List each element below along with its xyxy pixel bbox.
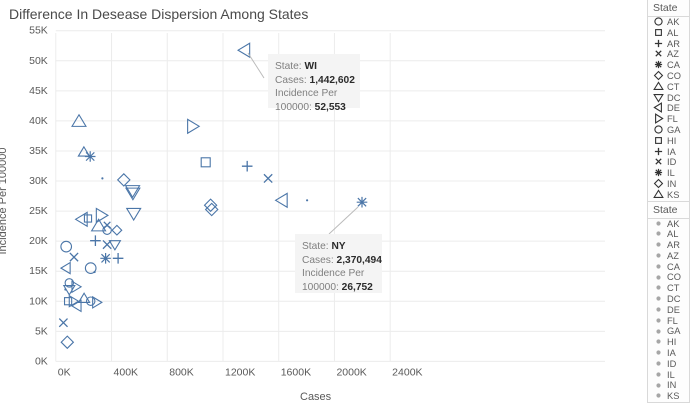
svg-text:5K: 5K (35, 325, 48, 337)
svg-text:15K: 15K (29, 265, 48, 277)
svg-text:45K: 45K (29, 85, 48, 97)
svg-text:40K: 40K (29, 115, 48, 127)
svg-text:50K: 50K (29, 55, 48, 67)
svg-text:10K: 10K (29, 295, 48, 307)
svg-text:55K: 55K (29, 25, 48, 37)
svg-text:400K: 400K (114, 366, 139, 378)
svg-text:35K: 35K (29, 145, 48, 157)
svg-text:0K: 0K (58, 366, 71, 378)
svg-text:25K: 25K (29, 205, 48, 217)
svg-text:0K: 0K (35, 355, 48, 367)
svg-text:2000K: 2000K (336, 366, 366, 378)
svg-text:2400K: 2400K (392, 366, 422, 378)
svg-text:30K: 30K (29, 175, 48, 187)
svg-text:20K: 20K (29, 235, 48, 247)
svg-text:1600K: 1600K (281, 366, 311, 378)
svg-text:1200K: 1200K (225, 366, 255, 378)
svg-text:800K: 800K (169, 366, 194, 378)
